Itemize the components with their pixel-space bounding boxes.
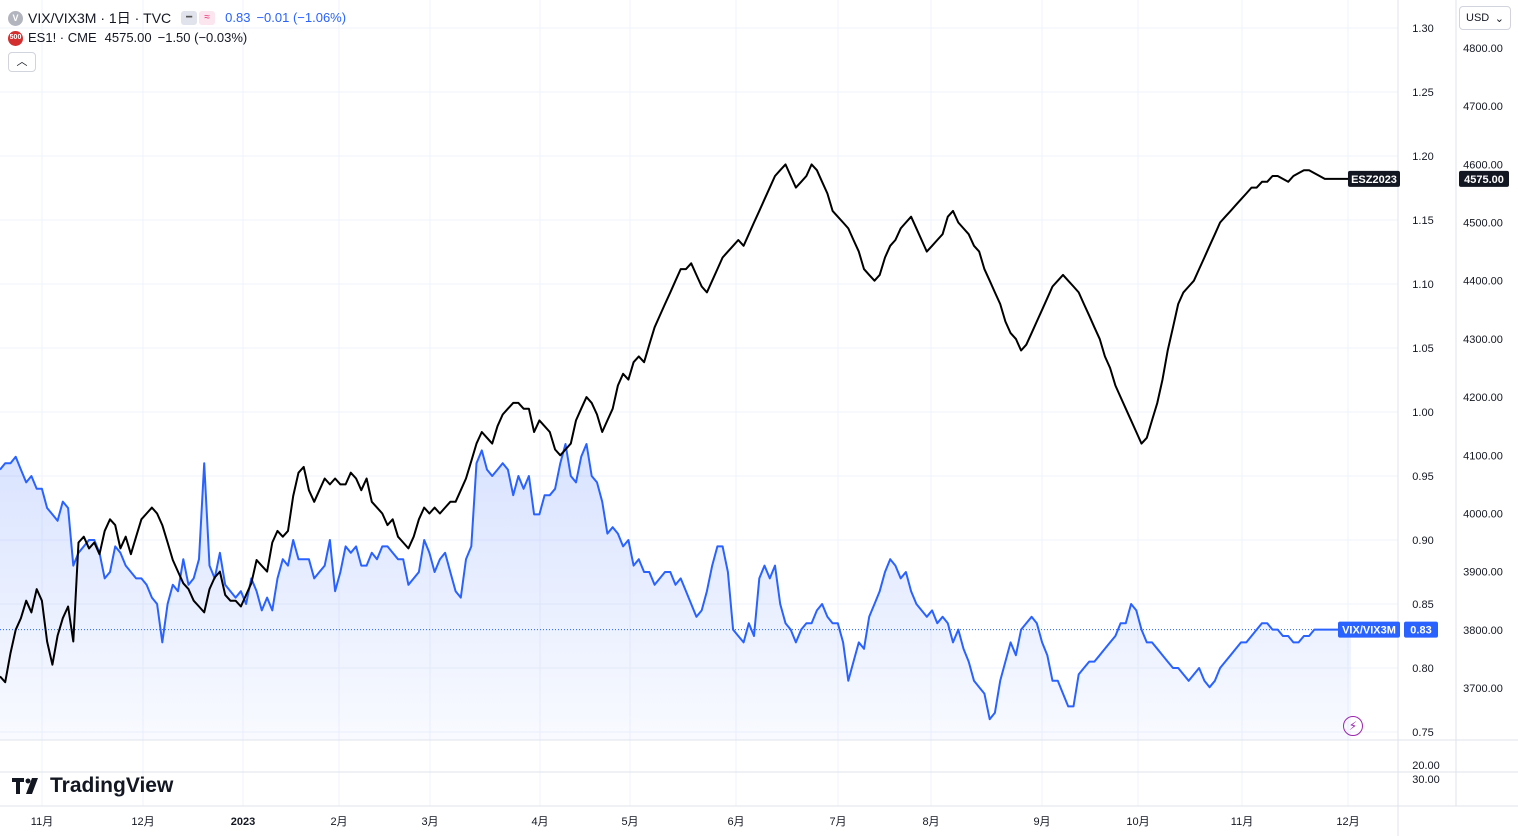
vix-value-tag-bg (1404, 621, 1438, 638)
x-axis-tick: 11月 (1231, 816, 1253, 828)
x-axis-tick: 6月 (727, 816, 744, 828)
legend-main-row[interactable]: V VIX/VIX3M · 1日 · TVC ━ ≈ 0.83 −0.01 (−… (8, 8, 346, 28)
es-value-tag: 4575.00 (1464, 174, 1504, 186)
right-axis-tick: 4100.00 (1463, 450, 1503, 462)
vix-ratio-line (0, 443, 1351, 721)
right-axis-tick: 4300.00 (1463, 334, 1503, 346)
left-axis-tick: 1.05 (1412, 343, 1433, 355)
x-axis-tick: 2月 (330, 816, 347, 828)
left-axis-tick: 0.75 (1412, 727, 1433, 739)
right-axis-tick: 4500.00 (1463, 218, 1503, 230)
left-axis-tick: 0.95 (1412, 471, 1433, 483)
es-value-tag-bg (1459, 170, 1509, 187)
x-axis-tick: 12月 (131, 816, 154, 828)
left-axis-tick: 0.80 (1412, 663, 1433, 675)
es-name-tag: ESZ2023 (1351, 174, 1397, 186)
compare-symbol-title[interactable]: ES1! · CME (28, 30, 97, 45)
x-axis-tick: 3月 (421, 816, 438, 828)
left-axis-tick: 1.10 (1412, 279, 1433, 291)
compare-icon[interactable]: ≈ (199, 11, 216, 25)
main-change: −0.01 (−1.06%) (256, 10, 347, 25)
right-axis-tick: 3900.00 (1463, 567, 1503, 579)
left-axis-tick: 1.25 (1412, 87, 1433, 99)
vix-area (0, 444, 1351, 740)
compare-change: −1.50 (−0.03%) (157, 30, 248, 45)
left-axis-tick: 1.30 (1412, 23, 1433, 35)
left-axis-tick: 1.15 (1412, 215, 1433, 227)
compare-value: 4575.00 (104, 30, 152, 45)
right-axis-tick: 4800.00 (1463, 43, 1503, 55)
vix-area-fill (0, 444, 1351, 740)
vix-name-tag-bg (1338, 621, 1400, 638)
x-axis-tick: 9月 (1033, 816, 1050, 828)
right-axis-tick: 4600.00 (1463, 159, 1503, 171)
left-axis-tick: 0.85 (1412, 599, 1433, 611)
lightning-icon[interactable]: ⚡ (1343, 716, 1363, 736)
lower-pane-tick: 30.00 (1412, 774, 1440, 786)
left-axis-tick: 1.20 (1412, 151, 1433, 163)
right-axis-tick: 4200.00 (1463, 392, 1503, 404)
right-axis-tick: 4000.00 (1463, 508, 1503, 520)
main-symbol-title[interactable]: VIX/VIX3M · 1日 · TVC (28, 10, 172, 26)
x-axis-tick: 10月 (1126, 816, 1149, 828)
x-axis-tick: 12月 (1336, 816, 1359, 828)
x-axis-tick: 7月 (829, 816, 846, 828)
es-name-tag-bg (1348, 170, 1400, 187)
x-axis-tick: 4月 (531, 816, 548, 828)
tradingview-logo[interactable]: TradingView (12, 774, 173, 798)
collapse-legend-button[interactable]: ︿ (8, 52, 36, 72)
x-axis-tick: 2023 (231, 816, 255, 828)
x-axis-tick: 5月 (621, 816, 638, 828)
logo-text: TradingView (50, 774, 174, 797)
right-axis-tick: 4700.00 (1463, 101, 1503, 113)
main-value: 0.83 (225, 10, 251, 25)
symbol-logo-icon: V (8, 10, 23, 26)
series-lines (0, 163, 1398, 721)
x-axis-tick: 8月 (922, 816, 939, 828)
es-futures-line (0, 163, 1351, 684)
currency-label: USD (1466, 12, 1490, 24)
price-tags: ESZ2023 4575.00 VIX/VIX3M 0.83 (1338, 170, 1509, 638)
right-axis-tick: 3700.00 (1463, 683, 1503, 695)
right-axis-tick: 4400.00 (1463, 276, 1503, 288)
left-axis-tick: 0.90 (1412, 535, 1433, 547)
vix-name-tag: VIX/VIX3M (1342, 625, 1396, 637)
legend-compare-row[interactable]: 500 ES1! · CME 4575.00 −1.50 (−0.03%) (8, 28, 346, 48)
vix-value-tag: 0.83 (1410, 625, 1431, 637)
tradingview-logo-icon (12, 778, 38, 794)
lower-pane-tick: 20.00 (1412, 760, 1440, 772)
hide-series-icon[interactable]: ━ (181, 11, 198, 25)
chart-legend: V VIX/VIX3M · 1日 · TVC ━ ≈ 0.83 −0.01 (−… (8, 8, 346, 72)
chevron-down-icon: ⌄ (1494, 12, 1504, 25)
currency-selector[interactable]: USD ⌄ (1459, 6, 1511, 30)
right-axis-tick: 3800.00 (1463, 625, 1503, 637)
chevron-up-icon: ︿ (16, 56, 28, 68)
sp500-logo-icon: 500 (8, 30, 23, 46)
x-axis-tick: 11月 (31, 816, 53, 828)
left-axis-tick: 1.00 (1412, 407, 1433, 419)
